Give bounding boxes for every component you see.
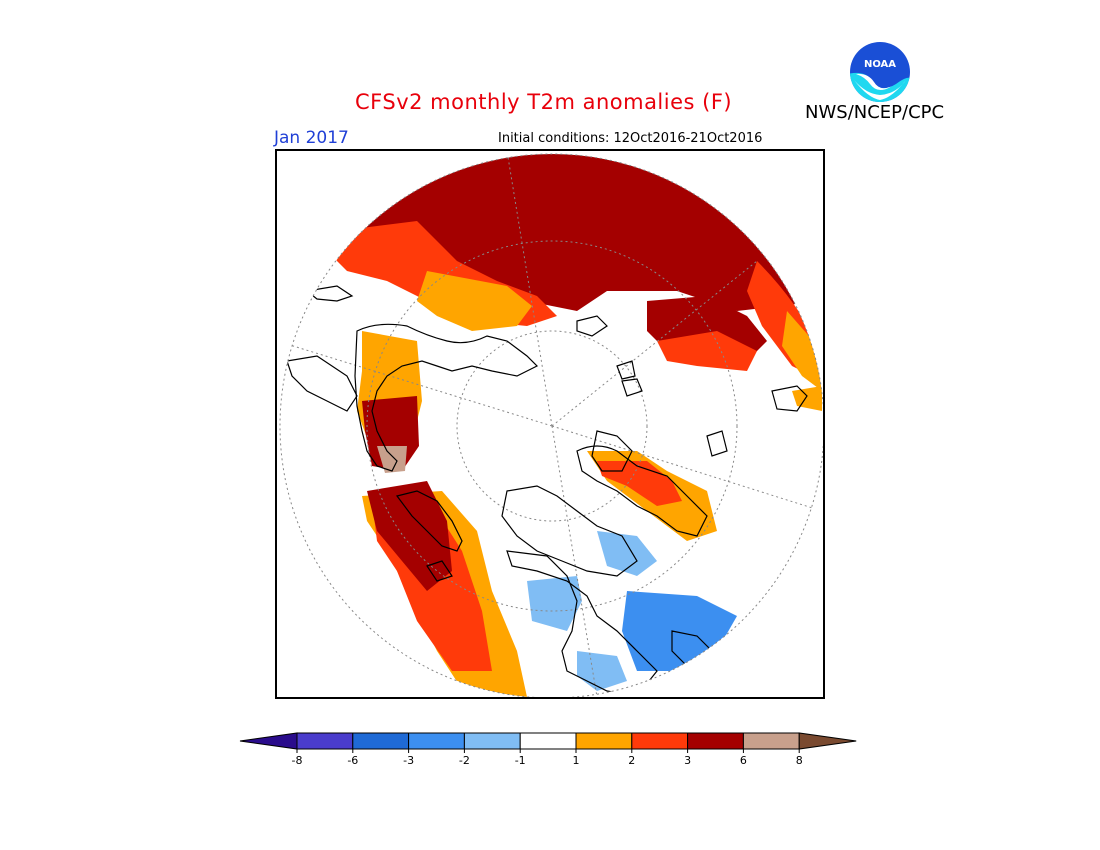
forecast-month: Jan 2017 bbox=[274, 128, 349, 148]
anomaly-region bbox=[367, 481, 452, 591]
colorbar-swatch bbox=[352, 732, 410, 750]
colorbar-tick-label: -2 bbox=[459, 754, 470, 767]
anomaly-region bbox=[417, 271, 532, 331]
anomaly-region bbox=[782, 311, 822, 391]
anomaly-region bbox=[527, 576, 582, 631]
colorbar-tick-label: -3 bbox=[403, 754, 414, 767]
colorbar-tick-label: 2 bbox=[628, 754, 635, 767]
colorbar-tick-label: 8 bbox=[796, 754, 803, 767]
chart-title: CFSv2 monthly T2m anomalies (F) bbox=[355, 90, 733, 114]
anomaly-region bbox=[597, 531, 657, 576]
colorbar-tick-label: 1 bbox=[573, 754, 580, 767]
colorbar-swatch bbox=[463, 732, 521, 750]
colorbar-max-arrow bbox=[798, 732, 857, 750]
colorbar-tick-label: -8 bbox=[292, 754, 303, 767]
colorbar-swatch bbox=[631, 732, 689, 750]
colorbar-min-arrow bbox=[239, 732, 298, 750]
anomaly-region bbox=[657, 331, 757, 371]
anomaly-region bbox=[597, 461, 682, 506]
svg-text:NOAA: NOAA bbox=[864, 59, 896, 70]
anomaly-region bbox=[377, 446, 407, 473]
colorbar-swatch bbox=[408, 732, 465, 750]
colorbar-tick-label: -1 bbox=[515, 754, 526, 767]
anomaly-region bbox=[792, 386, 822, 411]
initial-conditions: Initial conditions: 12Oct2016-21Oct2016 bbox=[498, 131, 763, 146]
polar-map bbox=[275, 149, 825, 699]
noaa-logo-icon: NOAA bbox=[848, 40, 912, 104]
colorbar-swatch bbox=[687, 732, 744, 750]
graticule bbox=[280, 154, 823, 697]
colorbar-tick-label: 6 bbox=[740, 754, 747, 767]
colorbar-tick-label: -6 bbox=[347, 754, 358, 767]
coastlines bbox=[286, 285, 808, 697]
colorbar-tick-label: 3 bbox=[684, 754, 691, 767]
colorbar-swatch bbox=[742, 732, 800, 750]
agency-label: NWS/NCEP/CPC bbox=[805, 102, 945, 123]
colorbar-swatch bbox=[575, 732, 633, 750]
anomaly-region bbox=[577, 651, 627, 691]
colorbar-swatch bbox=[519, 732, 577, 750]
colorbar: -8 -6 -3 -2 -1 1 2 3 6 8 bbox=[238, 730, 863, 780]
colorbar-swatch bbox=[296, 732, 354, 750]
